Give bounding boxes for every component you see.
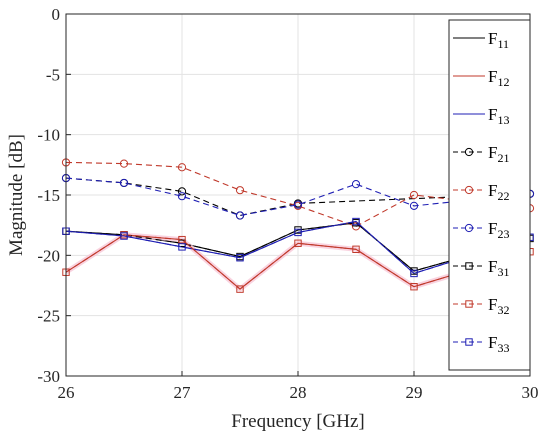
legend-item: F11 — [453, 29, 509, 51]
y-tick-label: -20 — [37, 246, 60, 265]
data-point — [409, 190, 419, 200]
legend-label: F12 — [488, 67, 509, 89]
data-point — [119, 178, 129, 188]
data-point — [352, 245, 360, 254]
legend-item: F33 — [453, 333, 509, 355]
data-point — [177, 187, 187, 196]
data-point — [294, 239, 302, 247]
data-point — [410, 283, 418, 291]
x-axis-label: Frequency [GHz] — [231, 411, 364, 432]
data-point — [236, 285, 244, 293]
data-point — [352, 217, 360, 226]
y-tick-label: -5 — [46, 65, 60, 84]
legend-label: F22 — [488, 181, 509, 203]
legend-swatch-marker — [465, 338, 473, 346]
legend-swatch-marker — [464, 147, 474, 157]
legend-label: F13 — [488, 105, 509, 127]
data-point — [410, 269, 418, 278]
legend-item: F31 — [453, 257, 509, 279]
x-axis: 26 27 28 29 30 — [58, 371, 539, 402]
data-point — [409, 201, 419, 210]
x-tick-label: 28 — [290, 383, 307, 402]
series-line — [65, 161, 531, 227]
legend-label: F33 — [488, 333, 509, 355]
data-point — [351, 180, 361, 189]
x-tick-label: 30 — [522, 383, 539, 402]
x-tick-label: 29 — [406, 383, 423, 402]
legend-label: F21 — [488, 143, 509, 165]
data-point — [177, 163, 187, 172]
series-line — [65, 220, 531, 275]
data-point — [178, 243, 186, 251]
y-axis-label: Magnitude [dB] — [6, 134, 27, 256]
legend-label: F23 — [488, 219, 509, 241]
y-tick-label: -15 — [37, 186, 60, 205]
series-line — [65, 222, 531, 272]
legend-item: F12 — [453, 67, 509, 89]
legend-label: F32 — [488, 295, 509, 317]
legend-item: F22 — [453, 181, 509, 203]
series-line — [65, 234, 531, 290]
legend-item: F13 — [453, 105, 509, 127]
legend-item: F21 — [453, 143, 509, 165]
legend-swatch-marker — [464, 223, 474, 233]
y-axis: 0 -5 -10 -15 -20 -25 -30 — [37, 5, 71, 386]
data-point — [235, 186, 245, 195]
y-tick-label: -10 — [37, 126, 60, 145]
series-f23 — [61, 174, 535, 220]
legend-label: F11 — [488, 29, 509, 51]
y-tick-label: 0 — [52, 5, 61, 24]
data-point — [178, 235, 186, 244]
legend: F11 F12 F13 F21 F22 F23 F31 F32 F33 — [448, 19, 531, 371]
x-tick-label: 26 — [58, 383, 75, 402]
data-point — [119, 159, 129, 168]
legend-swatch-marker — [465, 262, 473, 270]
series-layer — [61, 158, 535, 293]
legend-swatch-marker — [464, 185, 474, 195]
legend-label: F31 — [488, 257, 509, 279]
data-point — [235, 211, 245, 220]
data-point — [120, 232, 128, 240]
data-point — [177, 192, 187, 201]
legend-box — [448, 19, 531, 371]
series-line — [65, 177, 531, 217]
legend-item: F23 — [453, 219, 509, 241]
x-tick-label: 27 — [174, 383, 192, 402]
legend-item: F32 — [453, 295, 509, 317]
data-point — [293, 200, 303, 209]
legend-swatch-marker — [465, 300, 473, 308]
y-tick-label: -30 — [37, 367, 60, 386]
data-point — [294, 228, 302, 237]
data-point — [236, 254, 244, 262]
y-tick-label: -25 — [37, 307, 60, 326]
